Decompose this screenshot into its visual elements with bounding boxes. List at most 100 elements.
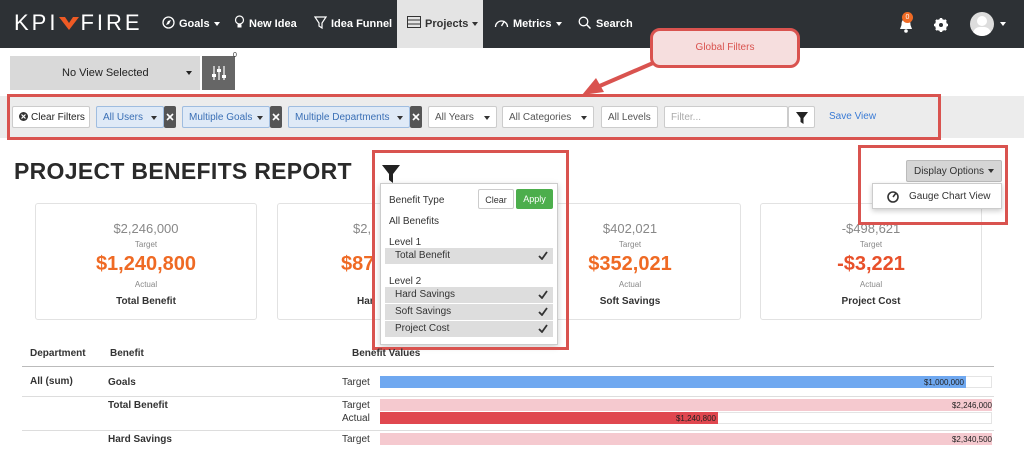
graphic [538, 290, 548, 299]
nav-metrics[interactable]: Metrics [494, 0, 562, 48]
clear-button[interactable]: Clear [478, 189, 514, 209]
avatar[interactable] [970, 12, 994, 36]
highlight-box [372, 150, 569, 350]
graphic [272, 113, 280, 121]
gauge-chart-view-item[interactable]: Gauge Chart View [872, 183, 1002, 209]
graphic [500, 20, 506, 27]
table-header: Department [30, 348, 86, 359]
graphic [939, 23, 943, 27]
remove-filter[interactable] [410, 106, 422, 128]
benefit-name: Goals [108, 377, 136, 388]
graphic [538, 307, 548, 316]
graphic [538, 324, 548, 333]
nav-goals[interactable]: Goals [162, 0, 220, 48]
logo-chevron [59, 17, 80, 30]
label: Multiple Goals [189, 112, 253, 123]
label: Goals [179, 18, 210, 30]
divider [22, 430, 994, 431]
save-view-link[interactable]: Save View [829, 111, 877, 122]
all-benefits-option[interactable]: All Benefits [389, 216, 440, 227]
option-label: Total Benefit [395, 250, 451, 261]
option-selected[interactable]: Hard Savings [385, 287, 553, 303]
icon [494, 20, 509, 28]
actual-value: -$3,221 [837, 253, 905, 275]
graphic [538, 290, 548, 299]
line-kind: Target [342, 434, 370, 445]
filter-apply-button[interactable] [788, 106, 815, 128]
graphic [538, 307, 548, 316]
filter-goals[interactable]: Multiple Goals [182, 106, 270, 128]
label: Metrics [513, 18, 552, 30]
graphic [581, 116, 587, 120]
slider-icon [212, 66, 226, 80]
graphic [472, 22, 479, 27]
option-selected[interactable]: Project Cost [385, 321, 553, 337]
graphic [151, 116, 157, 120]
target-value: $2,246,000 [113, 221, 179, 236]
divider [22, 366, 994, 367]
graphic [484, 116, 490, 120]
graphic [538, 251, 548, 260]
label: Projects [425, 18, 469, 30]
graphic [494, 20, 509, 28]
actual-label: Actual [134, 280, 158, 289]
nav-idea-funnel[interactable]: Idea Funnel [313, 0, 392, 48]
graphic [1000, 22, 1006, 26]
view-selector[interactable]: No View Selected [10, 56, 200, 90]
apply-button[interactable]: Apply [516, 189, 553, 209]
graphic [212, 69, 226, 78]
nav-search[interactable]: Search [578, 0, 633, 48]
option-selected[interactable]: Soft Savings [385, 304, 553, 320]
notification-badge: 0 [902, 12, 913, 23]
benefit-filter-icon[interactable] [381, 164, 401, 184]
graphic [166, 113, 174, 121]
divider [22, 396, 994, 397]
target-label: Target [859, 240, 883, 249]
card-name: Soft Savings [599, 296, 661, 307]
icon [234, 15, 245, 28]
option-selected[interactable]: Total Benefit [385, 248, 553, 264]
table-header: Benefit [110, 348, 144, 359]
remove-filter[interactable] [270, 106, 282, 128]
graphic [272, 113, 280, 121]
target-value: $402,021 [602, 221, 658, 236]
display-options-button[interactable]: Display Options [906, 160, 1002, 182]
navbar: KPI FIRE Goals New Idea Idea Funnel Proje… [0, 0, 1024, 48]
graphic [887, 191, 899, 203]
graphic [21, 114, 26, 119]
filter-users[interactable]: All Users [96, 106, 164, 128]
nav-new-idea[interactable]: New Idea [234, 0, 297, 48]
graphic [988, 169, 995, 174]
icon [407, 16, 421, 28]
filter-settings-button[interactable] [202, 56, 235, 90]
remove-filter[interactable] [164, 106, 176, 128]
graphic [538, 251, 548, 260]
filter-search-input[interactable]: Filter... [664, 106, 788, 128]
graphic [166, 113, 174, 121]
logo[interactable]: KPI FIRE [14, 10, 143, 36]
clear-filters-button[interactable]: Clear Filters [12, 106, 90, 128]
dropdown-label: Benefit Type [389, 195, 445, 206]
graphic [887, 191, 899, 203]
settings-icon[interactable] [934, 18, 948, 32]
graphic [234, 15, 245, 25]
graphic [585, 23, 592, 30]
label: All Categories [509, 112, 572, 123]
filter-departments[interactable]: Multiple Departments [288, 106, 410, 128]
filter-levels[interactable]: All Levels [601, 106, 658, 128]
label: All Levels [608, 112, 651, 123]
highlight-box [858, 145, 1008, 225]
graphic [186, 71, 192, 75]
graphic [217, 69, 221, 72]
label: Gauge Chart View [909, 191, 991, 202]
filter-years[interactable]: All Years [428, 106, 497, 128]
filter-categories[interactable]: All Categories [502, 106, 594, 128]
label: Search [596, 18, 633, 30]
bar-label: $1,000,000 [923, 378, 964, 387]
graphic [538, 324, 548, 333]
nav-projects-active[interactable]: Projects [397, 0, 483, 48]
graphic [65, 17, 74, 23]
label: Display Options [913, 166, 985, 177]
label: Multiple Departments [295, 112, 390, 123]
graphic [272, 113, 280, 121]
